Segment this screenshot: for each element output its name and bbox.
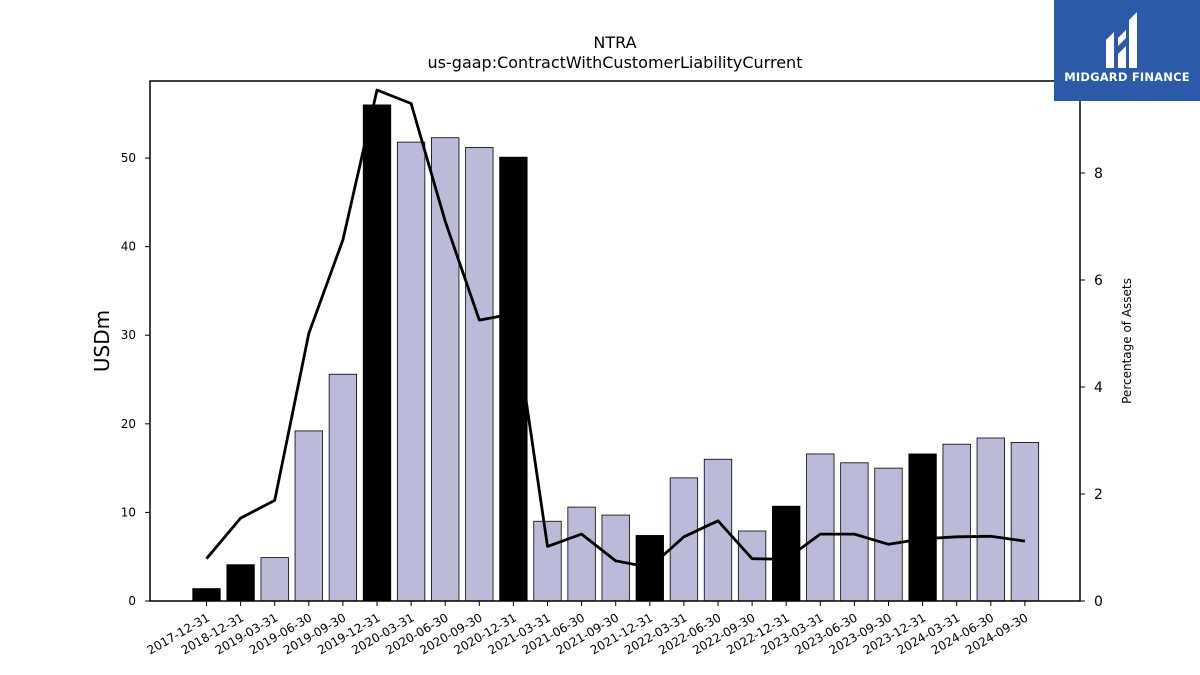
bar-2019-12-31 [362,104,392,602]
bar-2019-03-31 [260,557,289,602]
x-axis: 2017-12-312018-12-312019-03-312019-06-30… [145,601,1030,657]
bars-layer [192,104,1040,602]
y-tick-label: 0 [128,594,136,608]
y2-tick-label: 4 [1094,380,1103,396]
logo-text: MIDGARD FINANCE [1064,70,1190,84]
bar-2021-03-31 [533,520,562,602]
brand-logo: MIDGARD FINANCE [1054,0,1200,101]
bar-2024-06-30 [976,437,1005,602]
y-tick-label: 40 [121,240,136,254]
bar-2022-09-30 [737,530,767,602]
chart-title: NTRA [593,33,636,52]
y2-tick-label: 8 [1094,166,1103,182]
bar-2021-06-30 [567,506,596,602]
bar-2018-12-31 [226,564,255,602]
y-axis-left: 0 10 20 30 40 50 [121,151,150,608]
y2-axis-label: Percentage of Assets [1120,278,1134,404]
bar-2023-03-31 [806,453,835,602]
bar-2022-03-31 [669,477,699,602]
chart-subtitle: us-gaap:ContractWithCustomerLiabilityCur… [428,53,803,72]
bar-2024-03-31 [942,443,971,602]
bar-2019-06-30 [294,430,323,602]
bar-2023-09-30 [874,467,903,602]
bar-2020-09-30 [465,147,494,602]
bar-2019-09-30 [328,373,358,602]
y2-tick-label: 6 [1094,273,1103,289]
bar-2020-06-30 [431,137,460,602]
plot-frame [149,80,1081,602]
line-layer [205,88,1026,569]
bar-2021-09-30 [601,514,630,602]
percentage-of-assets-line [205,88,1026,569]
bar-2023-12-31 [908,453,937,602]
bar-2017-12-31 [192,588,221,602]
y2-tick-label: 0 [1094,594,1103,610]
bar-2020-03-31 [396,141,426,602]
midgard-logo-icon [1106,12,1137,68]
y-tick-label: 10 [121,505,136,519]
bar-2023-06-30 [840,462,869,602]
y-axis-right: 0 2 4 6 8 [1080,166,1103,610]
y-tick-label: 50 [121,151,136,165]
y-axis-label: USDm [90,310,114,372]
y-tick-label: 20 [121,417,136,431]
bar-2024-09-30 [1010,442,1040,602]
y2-tick-label: 2 [1094,487,1103,503]
y-tick-label: 30 [121,328,136,342]
